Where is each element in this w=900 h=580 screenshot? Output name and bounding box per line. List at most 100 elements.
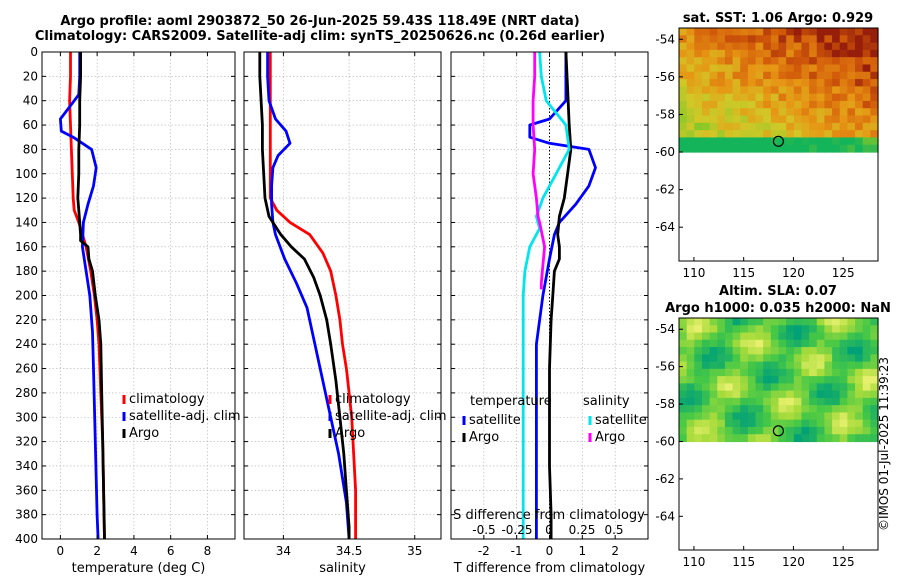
map-cell bbox=[809, 434, 818, 443]
map-cell bbox=[809, 86, 818, 95]
x-tick-label: 125 bbox=[832, 266, 855, 280]
map-cell bbox=[770, 28, 780, 36]
map-cell bbox=[824, 71, 833, 80]
map-cell bbox=[755, 144, 764, 153]
map-cell bbox=[801, 115, 810, 124]
map-cell bbox=[847, 325, 856, 334]
legend-entry: Argo bbox=[469, 430, 499, 445]
map-cell bbox=[732, 57, 741, 66]
map-cell bbox=[824, 93, 833, 102]
map-cell bbox=[679, 383, 688, 392]
map-cell bbox=[709, 57, 718, 66]
map-cell bbox=[824, 49, 833, 58]
map-cell bbox=[755, 383, 764, 392]
map-cell bbox=[732, 354, 741, 363]
x-tick-label: -2 bbox=[478, 544, 490, 558]
map-cell bbox=[747, 419, 757, 428]
map-cell bbox=[793, 64, 803, 73]
map-cell bbox=[740, 419, 749, 428]
map-cell bbox=[816, 144, 826, 153]
map-cell bbox=[724, 390, 734, 399]
map-cell bbox=[839, 354, 848, 363]
map-cell bbox=[694, 376, 703, 384]
map-cell bbox=[755, 28, 764, 36]
map-cell bbox=[717, 115, 726, 124]
map-cell bbox=[732, 115, 741, 124]
map-cell bbox=[793, 108, 803, 117]
map-cell bbox=[855, 115, 864, 124]
map-cell bbox=[717, 49, 726, 58]
map-cell bbox=[855, 28, 864, 36]
x-tick-label: -1 bbox=[511, 544, 523, 558]
map-cell bbox=[793, 100, 803, 109]
map-cell bbox=[862, 361, 871, 370]
map-cell bbox=[709, 419, 718, 428]
map-cell bbox=[770, 426, 780, 435]
map-cell bbox=[855, 376, 864, 384]
map-cell bbox=[770, 412, 780, 421]
map-cell bbox=[839, 405, 848, 414]
map-cell bbox=[770, 86, 780, 95]
map-cell bbox=[740, 64, 749, 73]
map-cell bbox=[855, 318, 864, 326]
map-cell bbox=[686, 28, 695, 36]
map-cell bbox=[740, 57, 749, 66]
map-cell bbox=[816, 376, 826, 384]
map-cell bbox=[740, 426, 749, 435]
map-cell bbox=[862, 405, 871, 414]
map-cell bbox=[809, 137, 818, 146]
map-cell bbox=[870, 28, 879, 36]
map-cell bbox=[839, 347, 848, 355]
map-cell bbox=[824, 100, 833, 109]
map-cell bbox=[763, 79, 772, 87]
salinity-tick-label: 0.5 bbox=[604, 523, 623, 537]
map-cell bbox=[870, 412, 879, 421]
map-cell bbox=[855, 42, 864, 51]
map-cell bbox=[755, 57, 764, 66]
x-tick-label: 35 bbox=[407, 544, 422, 558]
map-cell bbox=[778, 57, 787, 66]
map-cell bbox=[732, 35, 741, 44]
x-tick-label: 125 bbox=[832, 555, 855, 569]
map-cell bbox=[770, 339, 780, 348]
map-cell bbox=[763, 318, 772, 326]
map-cell bbox=[855, 130, 864, 139]
map-cell bbox=[740, 339, 749, 348]
series-argo bbox=[258, 52, 351, 539]
map-cell bbox=[694, 318, 703, 326]
map-cell bbox=[763, 383, 772, 392]
map-cell bbox=[709, 86, 718, 95]
map-cell bbox=[679, 137, 688, 146]
map-cell bbox=[755, 405, 764, 414]
map-cell bbox=[717, 397, 726, 406]
map-cell bbox=[717, 71, 726, 80]
map-cell bbox=[770, 108, 780, 117]
map-cell bbox=[832, 49, 841, 58]
map-cell bbox=[839, 42, 848, 51]
map-cell bbox=[832, 122, 841, 131]
map-cell bbox=[709, 100, 718, 109]
map-cell bbox=[740, 42, 749, 51]
map-cell bbox=[832, 28, 841, 36]
map-cell bbox=[809, 122, 818, 131]
map-cell bbox=[855, 108, 864, 117]
map-cell bbox=[686, 368, 695, 377]
map-cell bbox=[701, 426, 711, 435]
map-cell bbox=[832, 332, 841, 341]
map-cell bbox=[862, 93, 871, 102]
map-cell bbox=[701, 115, 711, 124]
map-cell bbox=[809, 390, 818, 399]
map-cell bbox=[847, 122, 856, 131]
map-cell bbox=[870, 339, 879, 348]
map-cell bbox=[809, 397, 818, 406]
map-cell bbox=[801, 64, 810, 73]
map-cell bbox=[824, 339, 833, 348]
map-cell bbox=[740, 368, 749, 377]
map-cell bbox=[732, 28, 741, 36]
map-cell bbox=[747, 42, 757, 51]
map-cell bbox=[717, 390, 726, 399]
map-cell bbox=[740, 325, 749, 334]
map-cell bbox=[839, 28, 848, 36]
map-cell bbox=[786, 28, 795, 36]
map-cell bbox=[809, 42, 818, 51]
